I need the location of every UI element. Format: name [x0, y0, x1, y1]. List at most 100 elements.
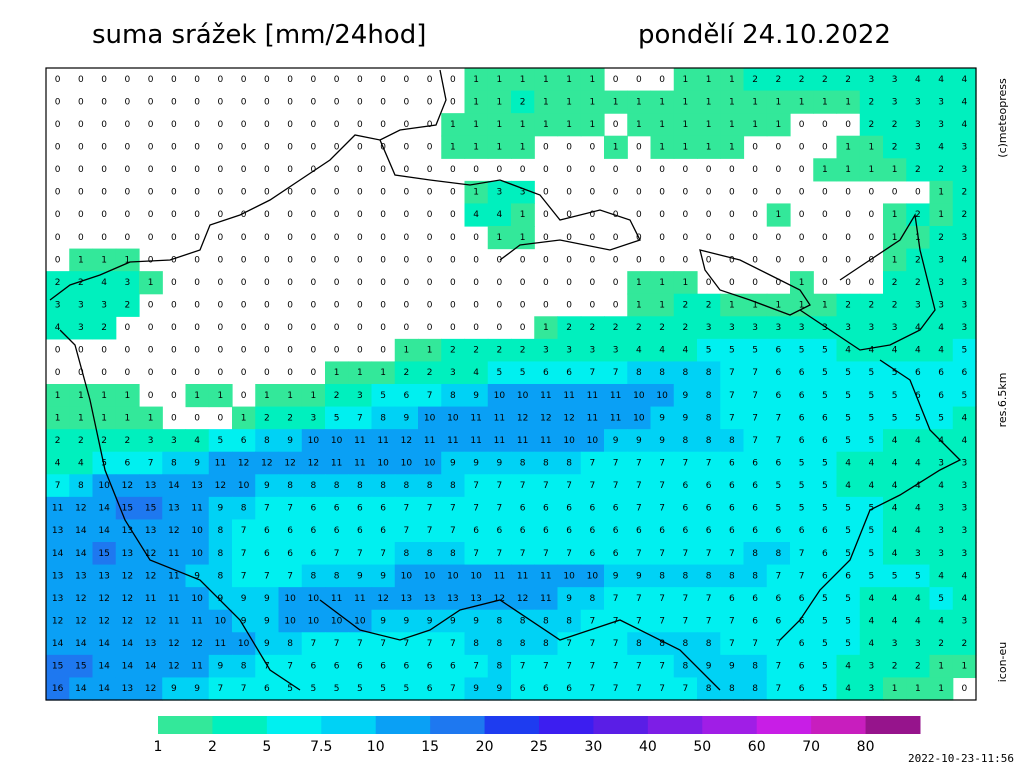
precip-cell — [580, 338, 605, 363]
precip-cell — [557, 632, 582, 656]
precip-value: 6 — [566, 504, 572, 514]
precip-cell — [511, 587, 535, 611]
timestamp: 2022-10-23-11:56 — [908, 752, 1014, 765]
precip-value: 2 — [706, 301, 712, 311]
precip-cell — [162, 519, 187, 543]
precip-value: 0 — [218, 233, 224, 243]
precip-value: 0 — [776, 255, 782, 265]
precip-value: 0 — [287, 323, 293, 333]
precip-value: 10 — [284, 617, 296, 627]
precip-value: 2 — [938, 233, 944, 243]
precip-value: 6 — [357, 526, 363, 536]
precip-value: 0 — [776, 278, 782, 288]
precip-cell — [673, 496, 698, 521]
precip-value: 1 — [590, 97, 596, 107]
precip-cell — [650, 293, 675, 317]
precip-value: 5 — [752, 346, 758, 356]
precip-value: 0 — [125, 346, 131, 356]
precip-value: 7 — [427, 639, 433, 649]
precip-cell — [697, 113, 721, 137]
precip-cell — [952, 632, 977, 656]
precip-value: 0 — [264, 368, 270, 378]
precip-value: 16 — [52, 684, 64, 694]
precip-cell — [906, 677, 931, 701]
precip-cell — [766, 654, 791, 679]
precip-value: 9 — [404, 413, 410, 423]
precip-cell — [232, 564, 256, 588]
precip-value: 0 — [264, 97, 270, 107]
precip-value: 8 — [311, 571, 317, 581]
precip-value: 7 — [729, 617, 735, 627]
precip-value: 12 — [145, 571, 156, 581]
precip-value: 7 — [543, 662, 549, 672]
precip-value: 11 — [331, 459, 342, 469]
precip-cell — [534, 316, 559, 340]
precip-value: 12 — [145, 549, 156, 559]
precip-value: 0 — [822, 188, 828, 198]
precip-cell — [743, 451, 768, 475]
precip-value: 7 — [450, 504, 456, 514]
precip-cell — [69, 451, 94, 475]
precip-cell — [929, 226, 954, 250]
precip-cell — [952, 542, 977, 566]
precip-value: 0 — [683, 233, 689, 243]
precip-value: 5 — [822, 684, 828, 694]
precip-value: 5 — [869, 391, 875, 401]
precip-cell — [650, 496, 675, 521]
colorbar-segment — [158, 716, 213, 734]
precip-value: 11 — [540, 391, 551, 401]
precip-cell — [185, 564, 210, 588]
precip-cell — [139, 429, 163, 453]
precip-value: 7 — [497, 549, 503, 559]
precip-value: 7 — [729, 639, 735, 649]
precip-value: 0 — [613, 233, 619, 243]
precip-value: 12 — [191, 639, 202, 649]
precip-value: 2 — [264, 413, 270, 423]
precip-value: 1 — [776, 120, 782, 130]
precip-value: 0 — [148, 301, 154, 311]
precip-value: 7 — [776, 571, 782, 581]
precip-value: 1 — [729, 301, 735, 311]
precip-value: 8 — [520, 639, 526, 649]
precip-cell — [929, 361, 954, 385]
precip-value: 0 — [473, 233, 479, 243]
precip-value: 1 — [683, 75, 689, 85]
precip-cell — [627, 293, 652, 317]
precip-value: 0 — [334, 188, 340, 198]
precip-cell — [697, 496, 721, 521]
precip-cell — [487, 429, 512, 453]
precip-value: 5 — [869, 413, 875, 423]
precip-value: 11 — [191, 662, 202, 672]
precip-cell — [162, 429, 187, 453]
precip-value: 12 — [52, 617, 63, 627]
precip-value: 0 — [520, 301, 526, 311]
precip-cell — [325, 496, 349, 521]
precip-value: 7 — [264, 662, 270, 672]
precip-value: 5 — [334, 684, 340, 694]
precip-value: 1 — [520, 120, 526, 130]
precip-cell — [487, 677, 512, 701]
precip-cell — [185, 609, 210, 633]
precip-value: 5 — [357, 684, 363, 694]
precip-cell — [487, 361, 512, 385]
precip-value: 0 — [171, 413, 177, 423]
precip-value: 1 — [776, 97, 782, 107]
precip-value: 10 — [238, 639, 250, 649]
precip-cell — [511, 564, 535, 588]
precip-value: 7 — [590, 368, 596, 378]
precip-cell — [813, 90, 838, 114]
precip-cell — [441, 542, 466, 566]
precip-value: 0 — [287, 188, 293, 198]
precip-value: 6 — [752, 504, 758, 514]
precip-value: 0 — [427, 120, 433, 130]
precip-value: 10 — [587, 436, 599, 446]
precip-value: 0 — [776, 188, 782, 198]
precip-value: 0 — [287, 75, 293, 85]
precip-value: 0 — [752, 278, 758, 288]
precip-value: 3 — [706, 323, 712, 333]
precip-cell — [418, 632, 442, 656]
precip-value: 9 — [218, 504, 224, 514]
precip-value: 7 — [683, 459, 689, 469]
precip-value: 0 — [520, 165, 526, 175]
precip-cell — [511, 474, 535, 498]
